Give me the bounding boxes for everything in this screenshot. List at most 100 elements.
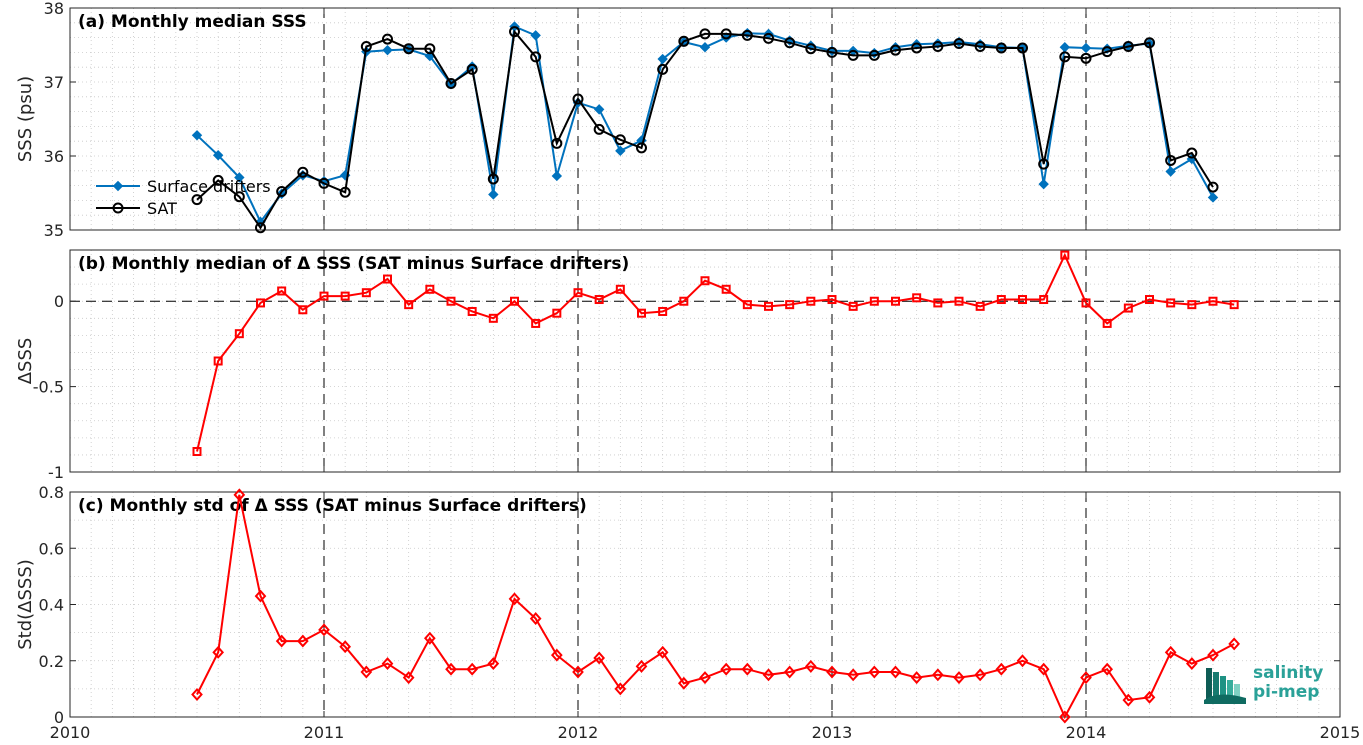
logo-text-2: pi-mep [1253,682,1319,702]
y-tick-label: 0.2 [39,652,64,671]
data-point [551,137,563,149]
data-point [953,38,965,50]
data-point [297,166,309,178]
data-point [1101,662,1114,676]
data-point [806,296,816,306]
data-point [1058,710,1071,724]
data-point [445,77,457,89]
data-point [1208,296,1218,306]
data-point [275,634,288,648]
data-point [1080,52,1092,64]
y-tick-label: 0.4 [39,596,64,615]
data-point [1060,250,1070,260]
data-point [191,130,203,141]
data-point [112,180,124,192]
data-point [594,295,604,305]
data-point [615,145,626,157]
data-point [827,295,837,305]
data-point [995,42,1007,54]
data-point [742,300,752,310]
data-point [1165,154,1177,166]
data-point [741,29,753,41]
data-point [931,668,944,682]
data-point [276,186,288,198]
data-point [764,301,773,311]
legend-label: SAT [147,199,177,218]
data-point [212,645,225,659]
grid [70,491,1340,718]
axes-box [69,249,1341,473]
y-axis-label: Std(ΔSSS) [15,559,36,650]
y-tick-label: 0 [54,708,64,727]
data-point [889,665,902,679]
data-point [213,356,223,366]
axes-box [69,7,1341,231]
data-point [446,296,456,306]
logo-bar [1220,676,1226,700]
data-point [212,174,224,186]
data-point [678,35,690,47]
y-axis-label: ΔSSS [15,338,36,385]
series-line [196,494,1235,720]
data-point [233,488,246,502]
data-point [954,296,964,306]
data-point [1166,298,1176,308]
data-point [593,651,606,665]
data-point [911,42,923,54]
data-point [1102,318,1112,328]
data-point [593,123,605,135]
data-point [762,668,775,682]
data-point [488,189,499,200]
data-point [657,53,668,65]
data-point [869,296,879,306]
logo-bar [1234,684,1240,700]
data-point [785,300,795,310]
data-point [404,300,414,310]
data-point [1059,42,1071,53]
data-point [953,671,965,685]
data-point [593,104,605,115]
data-point [254,589,267,603]
data-point [635,659,648,673]
data-point [339,186,351,198]
data-point [466,662,479,676]
data-point [382,44,393,56]
data-point [488,313,498,323]
series-line [196,252,1235,452]
panel-a: 35 36 37 38 SSS (psu) (a) Monthly median SSS S… [15,0,1341,240]
data-point [741,662,754,676]
data-point [1059,51,1071,63]
data-point [847,49,859,61]
data-point [319,291,329,301]
data-point [510,296,519,306]
data-point [848,301,858,311]
data-point [424,43,436,55]
data-point [383,274,392,284]
data-point [868,665,881,679]
data-point [233,191,245,203]
series-line [196,29,1214,230]
data-point [340,291,350,301]
y-tick-label: -1 [48,463,64,482]
data-point [699,671,711,685]
data-point [1037,662,1050,676]
data-point [720,662,733,676]
data-point [975,301,985,311]
data-point [339,640,352,654]
data-point [974,668,987,682]
data-point [234,172,245,183]
panel-title: (c) Monthly std of Δ SSS (SAT minus Surf… [78,496,587,516]
data-point [1038,178,1049,190]
data-point [1038,158,1050,170]
data-point [1039,295,1049,305]
data-point [657,63,669,75]
x-tick-label: 2014 [1066,723,1107,742]
data-point [1017,42,1028,54]
data-point [1144,37,1155,49]
data-point [191,688,203,701]
data-point [509,26,520,38]
data-point [573,288,583,298]
data-point [467,306,477,316]
y-tick-label: 0 [54,292,64,311]
panel-title: (a) Monthly median SSS [78,12,307,32]
